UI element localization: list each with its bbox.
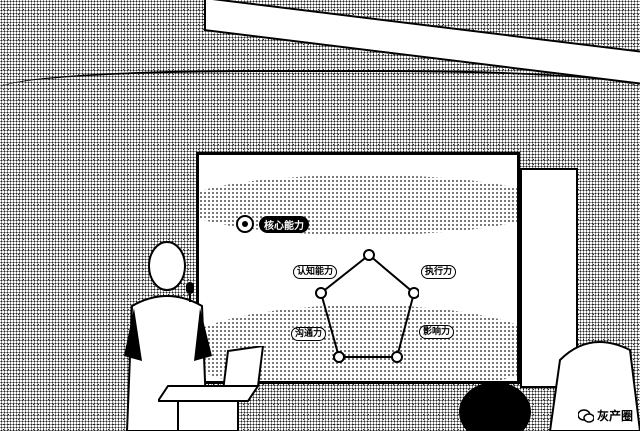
target-icon — [236, 215, 254, 233]
laptop — [158, 346, 265, 431]
diagram-node-label: 沟通力 — [291, 327, 327, 341]
audience-head — [459, 382, 531, 431]
slide-header: 核心能力 — [235, 213, 309, 235]
wall-panel — [520, 168, 578, 388]
diagram-node — [391, 351, 403, 363]
wechat-icon — [577, 408, 594, 423]
diagram-node-label: 执行力 — [421, 265, 457, 279]
pentagon-diagram — [315, 249, 419, 363]
diagram-node — [363, 249, 375, 261]
diagram-node — [333, 351, 345, 363]
diagram-node — [408, 287, 419, 299]
slide-title: 核心能力 — [259, 215, 309, 233]
ceiling-beam — [0, 70, 640, 116]
watermark: 灰产圈 — [574, 406, 636, 425]
microphone-icon — [186, 282, 194, 302]
diagram-node-label: 认知能力 — [293, 265, 338, 279]
diagram-node-label: 影响力 — [419, 325, 455, 339]
diagram-node — [315, 287, 327, 299]
watermark-text: 灰产圈 — [596, 409, 633, 423]
